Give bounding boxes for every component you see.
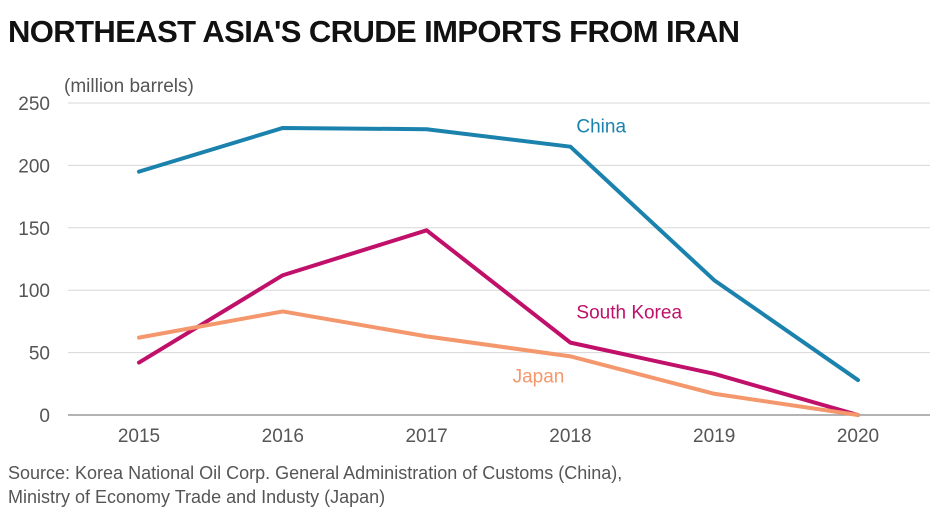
series-label-china: China [576, 117, 626, 138]
source-line-2: Ministry of Economy Trade and Industy (J… [8, 487, 386, 507]
series-line-china [137, 125, 860, 383]
series-line-japan [137, 309, 860, 417]
y-axis-unit-label: (million barrels) [64, 76, 194, 97]
series-lines [137, 125, 860, 417]
y-tick-labels: 0 50 100 150 200 250 [18, 94, 50, 427]
series-line-south-korea [137, 228, 860, 417]
x-tick-labels: 2015 2016 2017 2018 2019 2020 [118, 426, 879, 447]
line-chart: 0 50 100 150 200 250 2015 2016 2017 2018 2019 2020… [18, 76, 930, 447]
y-tick-label: 200 [18, 156, 50, 177]
y-tick-label: 250 [18, 94, 50, 115]
series-label-japan: Japan [513, 366, 565, 387]
series-labels: China South Korea Japan [513, 117, 683, 388]
y-tick-label: 0 [39, 406, 50, 427]
y-tick-label: 100 [18, 281, 50, 302]
series-label-south-korea: South Korea [576, 303, 682, 324]
x-tick-label: 2017 [405, 426, 447, 447]
grid-lines [68, 102, 930, 416]
source-line-1: Source: Korea National Oil Corp. General… [8, 463, 623, 483]
y-tick-label: 150 [18, 219, 50, 240]
x-tick-label: 2016 [262, 426, 304, 447]
x-tick-label: 2020 [837, 426, 879, 447]
x-tick-label: 2015 [118, 426, 160, 447]
chart-title: NORTHEAST ASIA'S CRUDE IMPORTS FROM IRAN [8, 14, 740, 49]
source-note: Source: Korea National Oil Corp. General… [8, 461, 622, 509]
x-tick-label: 2018 [549, 426, 591, 447]
x-tick-label: 2019 [693, 426, 735, 447]
y-tick-label: 50 [29, 344, 50, 365]
